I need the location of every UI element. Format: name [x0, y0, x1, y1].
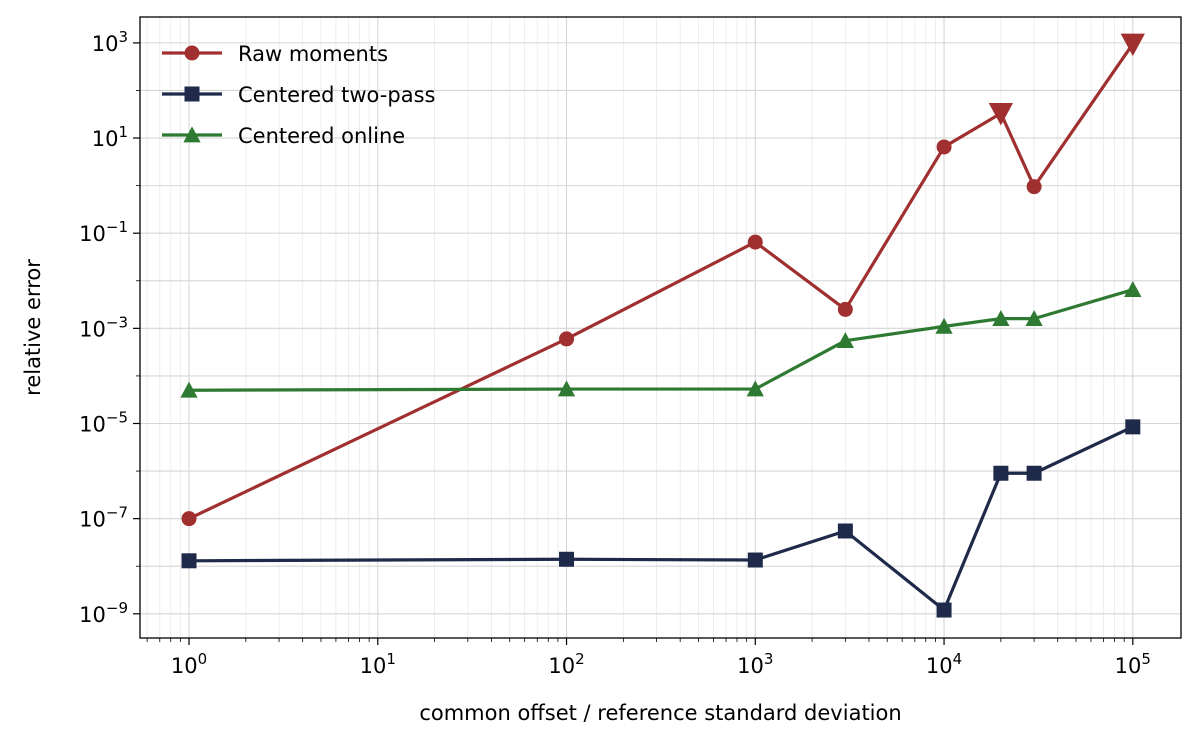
x-axis-title: common offset / reference standard devia…: [419, 701, 901, 725]
series-1: [181, 33, 1145, 527]
data-point: [993, 465, 1009, 481]
x-tick-label: 100: [171, 650, 207, 678]
legend-item: Centered online: [162, 124, 405, 148]
legend-label: Centered two-pass: [238, 83, 435, 107]
data-point: [1124, 281, 1142, 297]
legend-marker: [184, 86, 200, 102]
y-tick-label: 10−1: [79, 218, 128, 246]
data-point: [746, 380, 764, 397]
x-tick-label: 101: [360, 650, 396, 678]
data-point: [747, 552, 763, 568]
data-point: [936, 602, 952, 618]
y-tick-label: 10−5: [79, 408, 128, 436]
legend-label: Raw moments: [238, 42, 388, 66]
data-point: [837, 301, 853, 317]
data-point: [936, 139, 952, 155]
clipped-point-marker: [1120, 33, 1145, 57]
data-point: [1125, 419, 1141, 435]
legend-marker: [183, 126, 201, 143]
clipped-point-marker: [988, 103, 1014, 126]
data-point: [747, 234, 763, 250]
series-line: [189, 288, 1134, 392]
series-line: [188, 43, 1135, 521]
y-tick-label: 10−7: [79, 504, 128, 532]
series-3: [180, 281, 1142, 398]
data-point: [181, 511, 197, 527]
legend-item: Raw moments: [162, 42, 388, 66]
y-tick-label: 101: [92, 123, 128, 151]
series-2: [181, 419, 1141, 618]
data-point: [837, 523, 853, 539]
data-point: [1026, 465, 1042, 481]
y-tick-label: 103: [92, 28, 128, 56]
plot-frame: [139, 16, 1182, 639]
data-point: [992, 310, 1010, 326]
data-point: [1026, 179, 1042, 195]
x-tick-label: 105: [1115, 650, 1151, 678]
data-point: [559, 331, 575, 347]
tick-layer: 100 101 102 103 104 105 103 101 10−1 10−3 10−5 10−7…: [79, 28, 1151, 678]
data-point: [557, 380, 576, 397]
x-tick-label: 103: [737, 650, 773, 678]
data-point: [559, 551, 575, 567]
legend-item: Centered two-pass: [162, 83, 435, 107]
data-point: [180, 381, 198, 398]
data-point: [1025, 310, 1043, 326]
data-point: [181, 553, 197, 569]
y-axis-title: relative error: [21, 259, 45, 396]
legend: Raw moments Centered two-pass Centered onl…: [162, 42, 435, 148]
y-tick-label: 10−9: [79, 599, 128, 627]
data-point: [935, 317, 953, 334]
x-tick-label: 102: [548, 650, 584, 678]
grid-layer: [140, 17, 1181, 638]
x-tick-label: 104: [926, 650, 962, 678]
series-layer: [180, 33, 1145, 618]
legend-label: Centered online: [238, 124, 405, 148]
y-tick-label: 10−3: [79, 313, 128, 341]
data-point: [836, 332, 854, 349]
legend-marker: [184, 45, 200, 61]
